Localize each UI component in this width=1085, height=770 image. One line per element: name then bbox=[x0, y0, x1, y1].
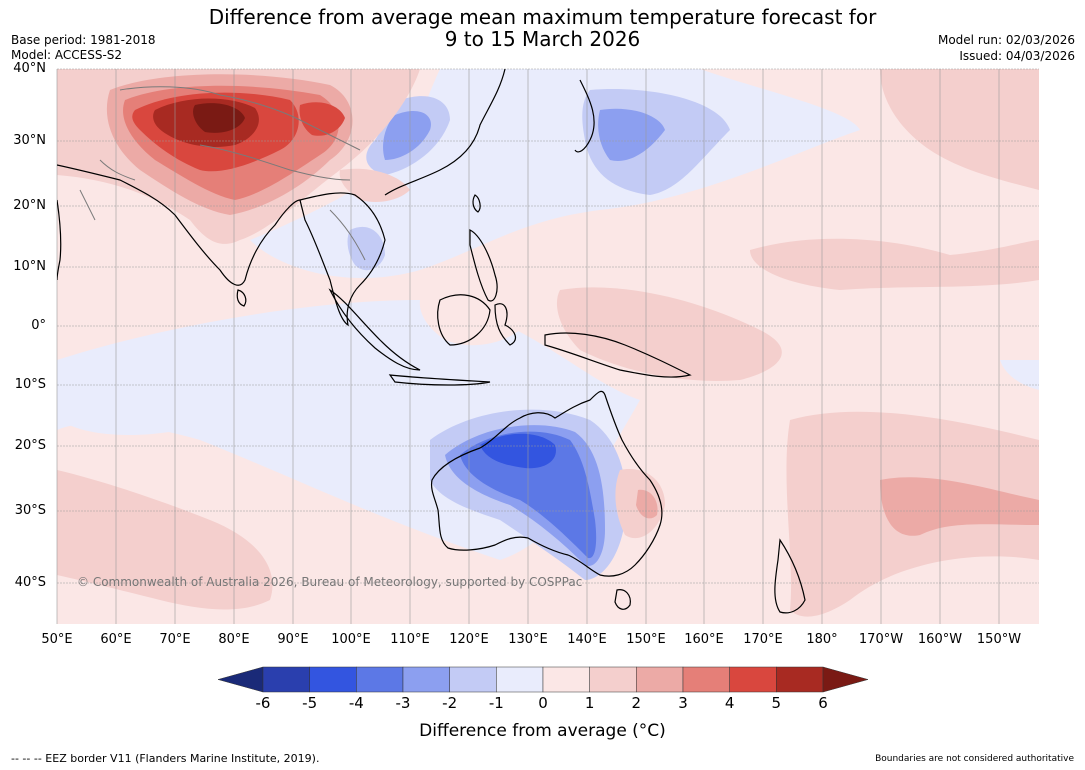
lat-label: 20°N bbox=[13, 198, 46, 213]
colorbar-tick-label: -3 bbox=[395, 694, 411, 712]
colorbar-tick-label: 0 bbox=[538, 694, 548, 712]
colorbar-tick-label: 6 bbox=[818, 694, 828, 712]
colorbar-tick-label: -2 bbox=[442, 694, 458, 712]
colorbar-tick-label: 1 bbox=[584, 694, 595, 712]
map-title-line2: 9 to 15 March 2026 bbox=[444, 27, 641, 51]
lon-label: 50°E bbox=[41, 632, 73, 647]
lat-label: 10°N bbox=[13, 259, 46, 274]
colorbar-tick-label: 5 bbox=[771, 694, 782, 712]
lon-label: 140°E bbox=[567, 632, 607, 647]
model-name: Model: ACCESS-S2 bbox=[11, 48, 123, 62]
lon-label: 110°E bbox=[390, 632, 430, 647]
colorbar-tick-label: -6 bbox=[255, 694, 271, 712]
colorbar-tick-label: 2 bbox=[631, 694, 642, 712]
colorbar-title: Difference from average (°C) bbox=[419, 721, 666, 741]
coastlines bbox=[57, 69, 806, 614]
lat-label: 40°S bbox=[14, 575, 46, 590]
lon-label: 80°E bbox=[218, 632, 250, 647]
lon-label: 60°E bbox=[100, 632, 132, 647]
lat-label: 30°S bbox=[14, 503, 46, 518]
issued-date: Issued: 04/03/2026 bbox=[959, 49, 1075, 63]
lon-label: 170°W bbox=[858, 632, 904, 647]
boundary-disclaimer: Boundaries are not considered authoritat… bbox=[875, 754, 1074, 764]
graticule bbox=[56, 68, 1039, 624]
lon-label: 150°W bbox=[976, 632, 1022, 647]
eez-note: -- -- -- EEZ border V11 (Flanders Marine… bbox=[11, 752, 320, 765]
lat-label: 30°N bbox=[13, 133, 46, 148]
lon-label: 70°E bbox=[159, 632, 191, 647]
lon-label: 130°E bbox=[508, 632, 548, 647]
lon-label: 100°E bbox=[331, 632, 371, 647]
lon-label: 170°E bbox=[743, 632, 783, 647]
model-run: Model run: 02/03/2026 bbox=[937, 33, 1075, 47]
colorbar-tick-label: -1 bbox=[488, 694, 504, 712]
colorbar-tick-label: 4 bbox=[724, 694, 735, 712]
lon-label: 90°E bbox=[277, 632, 309, 647]
lon-label: 160°W bbox=[917, 632, 963, 647]
lon-label: 150°E bbox=[626, 632, 666, 647]
lat-label: 40°N bbox=[13, 61, 46, 76]
lat-label: 10°S bbox=[14, 377, 46, 392]
colorbar-tick-label: -4 bbox=[348, 694, 364, 712]
country-borders bbox=[79, 86, 366, 261]
lat-label: 20°S bbox=[14, 438, 46, 453]
copyright-notice: © Commonwealth of Australia 2026, Bureau… bbox=[77, 575, 583, 589]
colorbar-tick-label: -5 bbox=[302, 694, 318, 712]
colorbar-tick-label: 3 bbox=[678, 694, 688, 712]
temperature-anomaly-field bbox=[57, 69, 1039, 624]
lon-label: 160°E bbox=[684, 632, 724, 647]
lat-label: 0° bbox=[31, 318, 46, 333]
lon-label: 180° bbox=[806, 632, 838, 647]
base-period: Base period: 1981-2018 bbox=[11, 33, 156, 47]
lon-label: 120°E bbox=[449, 632, 489, 647]
map-title-line1: Difference from average mean maximum tem… bbox=[208, 5, 877, 29]
